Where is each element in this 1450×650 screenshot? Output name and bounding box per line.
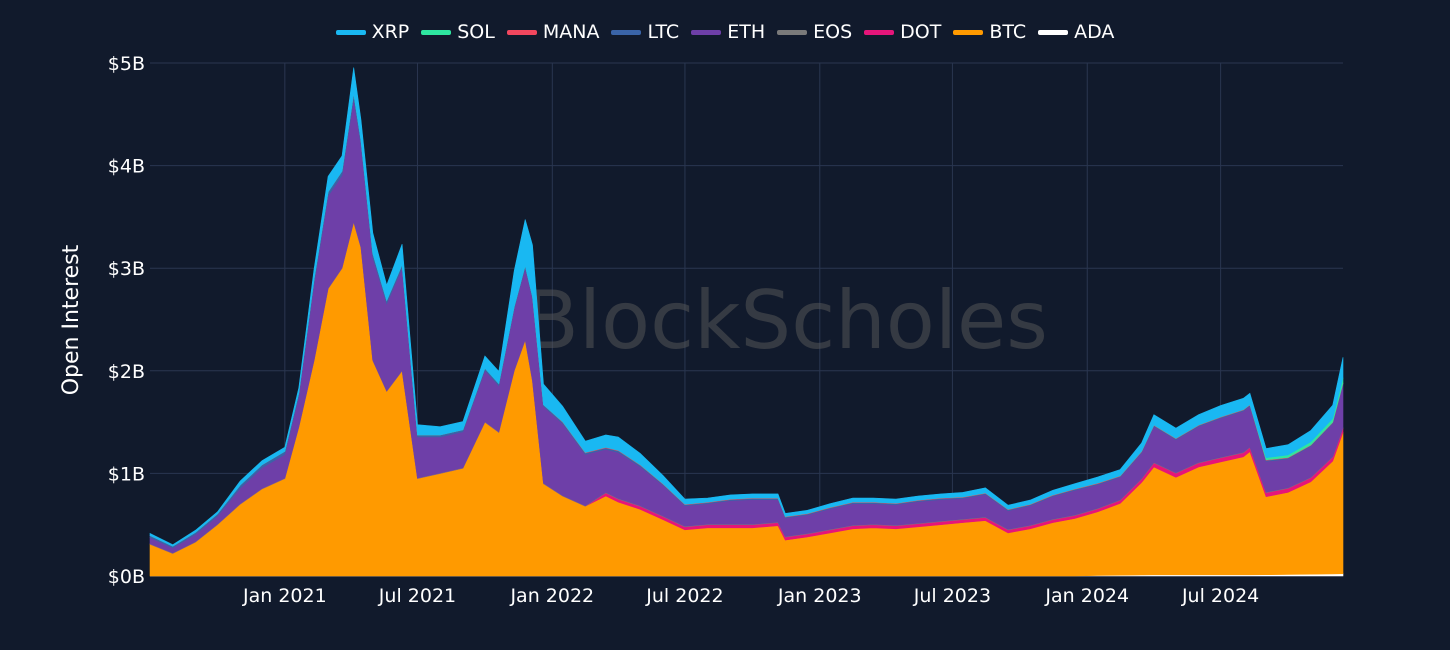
legend-item-dot[interactable]: DOT: [864, 21, 941, 43]
x-axis-ticks: Jan 2021 Jul 2021 Jan 2022 Jul 2022 Jan 2023…: [242, 585, 1259, 607]
legend-item-sol[interactable]: SOL: [421, 21, 495, 43]
watermark-text: BlockScholes: [524, 274, 1048, 367]
legend-item-mana[interactable]: MANA: [506, 21, 600, 43]
legend-label: LTC: [647, 21, 680, 43]
legend-item-xrp[interactable]: XRP: [335, 21, 410, 43]
y-axis-title: Open Interest: [59, 244, 84, 395]
stacked-areas: [149, 67, 1344, 577]
x-tick-label: Jul 2022: [645, 585, 723, 607]
legend-swatch: [1038, 29, 1069, 35]
legend-item-eos[interactable]: EOS: [777, 21, 852, 43]
legend-swatch: [777, 29, 808, 35]
legend-swatch: [864, 29, 895, 35]
x-tick-label: Jan 2024: [1044, 585, 1129, 607]
legend-label: EOS: [813, 21, 853, 43]
legend-swatch: [506, 29, 537, 35]
area-xrp: [149, 67, 1344, 547]
x-tick-label: Jan 2023: [777, 585, 862, 607]
y-axis-ticks: $0B $1B $2B $3B $4B $5B: [108, 53, 145, 588]
y-tick-label: $1B: [108, 463, 145, 485]
legend-label: SOL: [457, 21, 495, 43]
legend-swatch: [335, 29, 366, 35]
legend-swatch: [691, 29, 722, 35]
y-tick-label: $3B: [108, 258, 145, 280]
x-tick-label: Jul 2024: [1181, 585, 1259, 607]
y-tick-label: $5B: [108, 53, 145, 75]
legend-label: ETH: [727, 21, 766, 43]
legend-swatch: [953, 29, 984, 35]
legend-swatch: [611, 29, 642, 35]
y-tick-label: $4B: [108, 156, 145, 178]
x-tick-label: Jan 2021: [242, 585, 327, 607]
x-tick-label: Jul 2021: [378, 585, 456, 607]
legend-item-btc[interactable]: BTC: [953, 21, 1026, 43]
chart-legend: XRP SOL MANA LTC ETH EOS DOT BTC ADA: [0, 19, 1450, 45]
x-tick-label: Jan 2022: [509, 585, 594, 607]
legend-label: MANA: [542, 21, 600, 43]
legend-label: ADA: [1074, 21, 1115, 43]
legend-label: XRP: [371, 21, 410, 43]
x-tick-label: Jul 2023: [913, 585, 991, 607]
y-tick-label: $0B: [108, 566, 145, 588]
legend-item-ltc[interactable]: LTC: [611, 21, 679, 43]
legend-item-ada[interactable]: ADA: [1038, 21, 1114, 43]
legend-label: DOT: [900, 21, 942, 43]
legend-item-eth[interactable]: ETH: [691, 21, 765, 43]
legend-swatch: [421, 29, 452, 35]
y-tick-label: $2B: [108, 361, 145, 383]
legend-label: BTC: [989, 21, 1027, 43]
